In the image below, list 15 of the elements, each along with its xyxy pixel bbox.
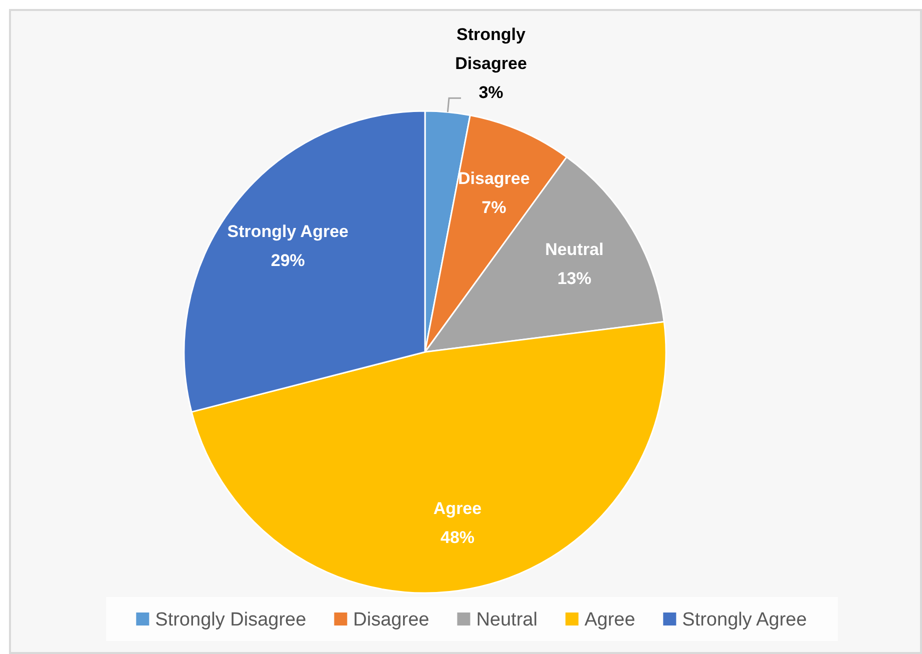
data-label: 7% (482, 198, 506, 218)
legend-label: Disagree (353, 610, 430, 631)
data-label: 3% (478, 83, 504, 102)
slice-label: Strongly Disagree (455, 25, 527, 74)
slice-label: Neutral (545, 240, 604, 260)
data-label: 48% (440, 528, 475, 547)
legend-label: Neutral (476, 610, 538, 631)
legend-label: Agree (584, 610, 636, 631)
legend-label: Strongly Disagree (155, 610, 306, 631)
data-label: 29% (270, 251, 305, 270)
slice-label: Agree (433, 498, 482, 518)
slice-label: Strongly Agree (227, 222, 349, 242)
slice-label: Disagree (458, 169, 530, 188)
legend-label: Strongly Agree (682, 610, 807, 631)
data-label: 13% (557, 269, 592, 288)
